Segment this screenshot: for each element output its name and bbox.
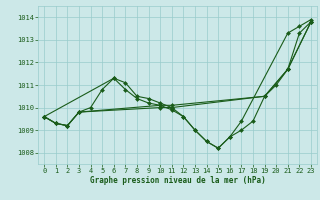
X-axis label: Graphe pression niveau de la mer (hPa): Graphe pression niveau de la mer (hPa)	[90, 176, 266, 185]
